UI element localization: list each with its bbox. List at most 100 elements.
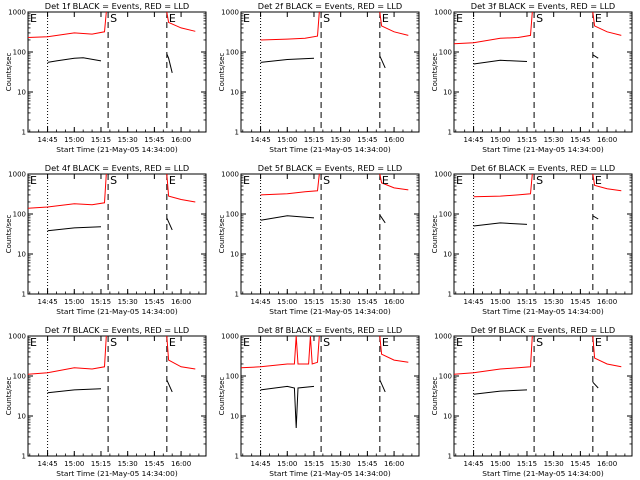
x-tick-label: 15:30 <box>118 136 138 144</box>
x-tick-label: 15:00 <box>490 136 510 144</box>
time-marker-label: S <box>110 336 117 349</box>
x-axis-label: Start Time (21-May-05 14:34:00) <box>482 307 604 316</box>
x-tick-label: 15:30 <box>544 298 564 306</box>
y-tick-label: 1000 <box>434 171 452 179</box>
x-tick-label: 15:45 <box>570 460 590 468</box>
x-tick-label: 15:00 <box>277 460 297 468</box>
y-axis-label: Counts/sec <box>431 215 439 254</box>
y-tick-label: 1000 <box>221 333 239 341</box>
time-marker-label: S <box>323 336 330 349</box>
x-tick-label: 14:45 <box>250 460 270 468</box>
chart-title: Det 9f BLACK = Events, RED = LLD <box>471 325 615 335</box>
y-tick-label: 100 <box>13 211 26 219</box>
time-marker-label: S <box>536 336 543 349</box>
x-tick-label: 15:45 <box>357 136 377 144</box>
time-marker-label: S <box>110 12 117 25</box>
x-tick-label: 15:00 <box>277 136 297 144</box>
chart-title: Det 1f BLACK = Events, RED = LLD <box>45 1 189 11</box>
series-line-lld <box>240 335 409 369</box>
chart-panel: Det 3f BLACK = Events, RED = LLD Start Ti… <box>431 1 633 154</box>
x-tick-label: 15:00 <box>277 298 297 306</box>
y-tick-label: 10 <box>230 89 239 97</box>
time-marker-label: E <box>595 336 602 349</box>
x-axis-label: Start Time (21-May-05 14:34:00) <box>269 307 391 316</box>
y-tick-label: 100 <box>13 373 26 381</box>
x-tick-label: 15:15 <box>91 136 111 144</box>
y-tick-label: 1000 <box>434 333 452 341</box>
y-tick-label: 10 <box>17 251 26 259</box>
chart-panel: Det 1f BLACK = Events, RED = LLD Start Ti… <box>5 1 207 154</box>
x-tick-label: 15:15 <box>304 298 324 306</box>
x-tick-label: 15:30 <box>118 298 138 306</box>
chart-title: Det 4f BLACK = Events, RED = LLD <box>45 163 189 173</box>
series-line-events <box>260 55 386 69</box>
x-axis-label: Start Time (21-May-05 14:34:00) <box>482 469 604 478</box>
plot-frame <box>453 11 633 133</box>
time-marker-label: E <box>456 336 463 349</box>
y-tick-label: 1 <box>22 129 26 137</box>
x-tick-label: 16:00 <box>384 460 404 468</box>
plot-frame <box>240 173 420 295</box>
x-tick-label: 16:00 <box>171 460 191 468</box>
y-tick-label: 10 <box>230 251 239 259</box>
time-marker-label: S <box>323 12 330 25</box>
chart-title: Det 2f BLACK = Events, RED = LLD <box>258 1 402 11</box>
series-line-lld <box>27 173 196 209</box>
x-tick-label: 15:00 <box>64 136 84 144</box>
y-tick-label: 1 <box>448 453 452 461</box>
x-tick-label: 14:45 <box>250 136 270 144</box>
plot-frame <box>240 11 420 133</box>
plot-frame <box>27 335 207 457</box>
x-tick-label: 15:45 <box>357 460 377 468</box>
y-axis-label: Counts/sec <box>431 377 439 416</box>
time-marker-label: E <box>30 336 37 349</box>
x-tick-label: 15:15 <box>304 136 324 144</box>
y-tick-label: 1 <box>448 129 452 137</box>
x-tick-label: 15:15 <box>517 298 537 306</box>
y-tick-label: 1 <box>22 453 26 461</box>
x-axis-label: Start Time (21-May-05 14:34:00) <box>56 307 178 316</box>
x-tick-label: 15:30 <box>331 298 351 306</box>
chart-panel: Det 4f BLACK = Events, RED = LLD Start Ti… <box>5 163 207 316</box>
y-tick-label: 100 <box>439 211 452 219</box>
x-tick-label: 16:00 <box>384 298 404 306</box>
series-line-lld <box>260 11 409 41</box>
time-marker-label: E <box>382 336 389 349</box>
x-tick-label: 15:15 <box>517 136 537 144</box>
time-marker-label: S <box>536 12 543 25</box>
chart-title: Det 8f BLACK = Events, RED = LLD <box>258 325 402 335</box>
x-axis-label: Start Time (21-May-05 14:34:00) <box>269 145 391 154</box>
time-marker-label: E <box>243 12 250 25</box>
x-tick-label: 15:15 <box>517 460 537 468</box>
y-tick-label: 100 <box>13 49 26 57</box>
time-marker-label: E <box>456 174 463 187</box>
series-line-events <box>47 53 173 74</box>
series-line-events <box>47 217 173 232</box>
y-axis-label: Counts/sec <box>218 215 226 254</box>
x-tick-label: 15:30 <box>331 460 351 468</box>
series-line-events <box>47 379 173 394</box>
y-tick-label: 1000 <box>221 171 239 179</box>
plot-frame <box>240 335 420 457</box>
x-axis-label: Start Time (21-May-05 14:34:00) <box>269 469 391 478</box>
time-marker-label: S <box>536 174 543 187</box>
time-marker-label: E <box>30 12 37 25</box>
chart-title: Det 3f BLACK = Events, RED = LLD <box>471 1 615 11</box>
y-tick-label: 1000 <box>8 9 26 17</box>
chart-panel: Det 7f BLACK = Events, RED = LLD Start Ti… <box>5 325 207 478</box>
x-tick-label: 15:00 <box>490 298 510 306</box>
y-tick-label: 1 <box>22 291 26 299</box>
x-tick-label: 15:45 <box>144 298 164 306</box>
time-marker-label: E <box>595 12 602 25</box>
series-line-lld <box>453 335 622 375</box>
series-line-events <box>473 381 599 395</box>
plot-frame <box>453 335 633 457</box>
x-tick-label: 16:00 <box>384 136 404 144</box>
y-tick-label: 10 <box>443 89 452 97</box>
series-line-events <box>260 379 386 429</box>
y-tick-label: 100 <box>226 49 239 57</box>
y-axis-label: Counts/sec <box>218 53 226 92</box>
time-marker-label: E <box>169 336 176 349</box>
x-tick-label: 15:30 <box>544 136 564 144</box>
